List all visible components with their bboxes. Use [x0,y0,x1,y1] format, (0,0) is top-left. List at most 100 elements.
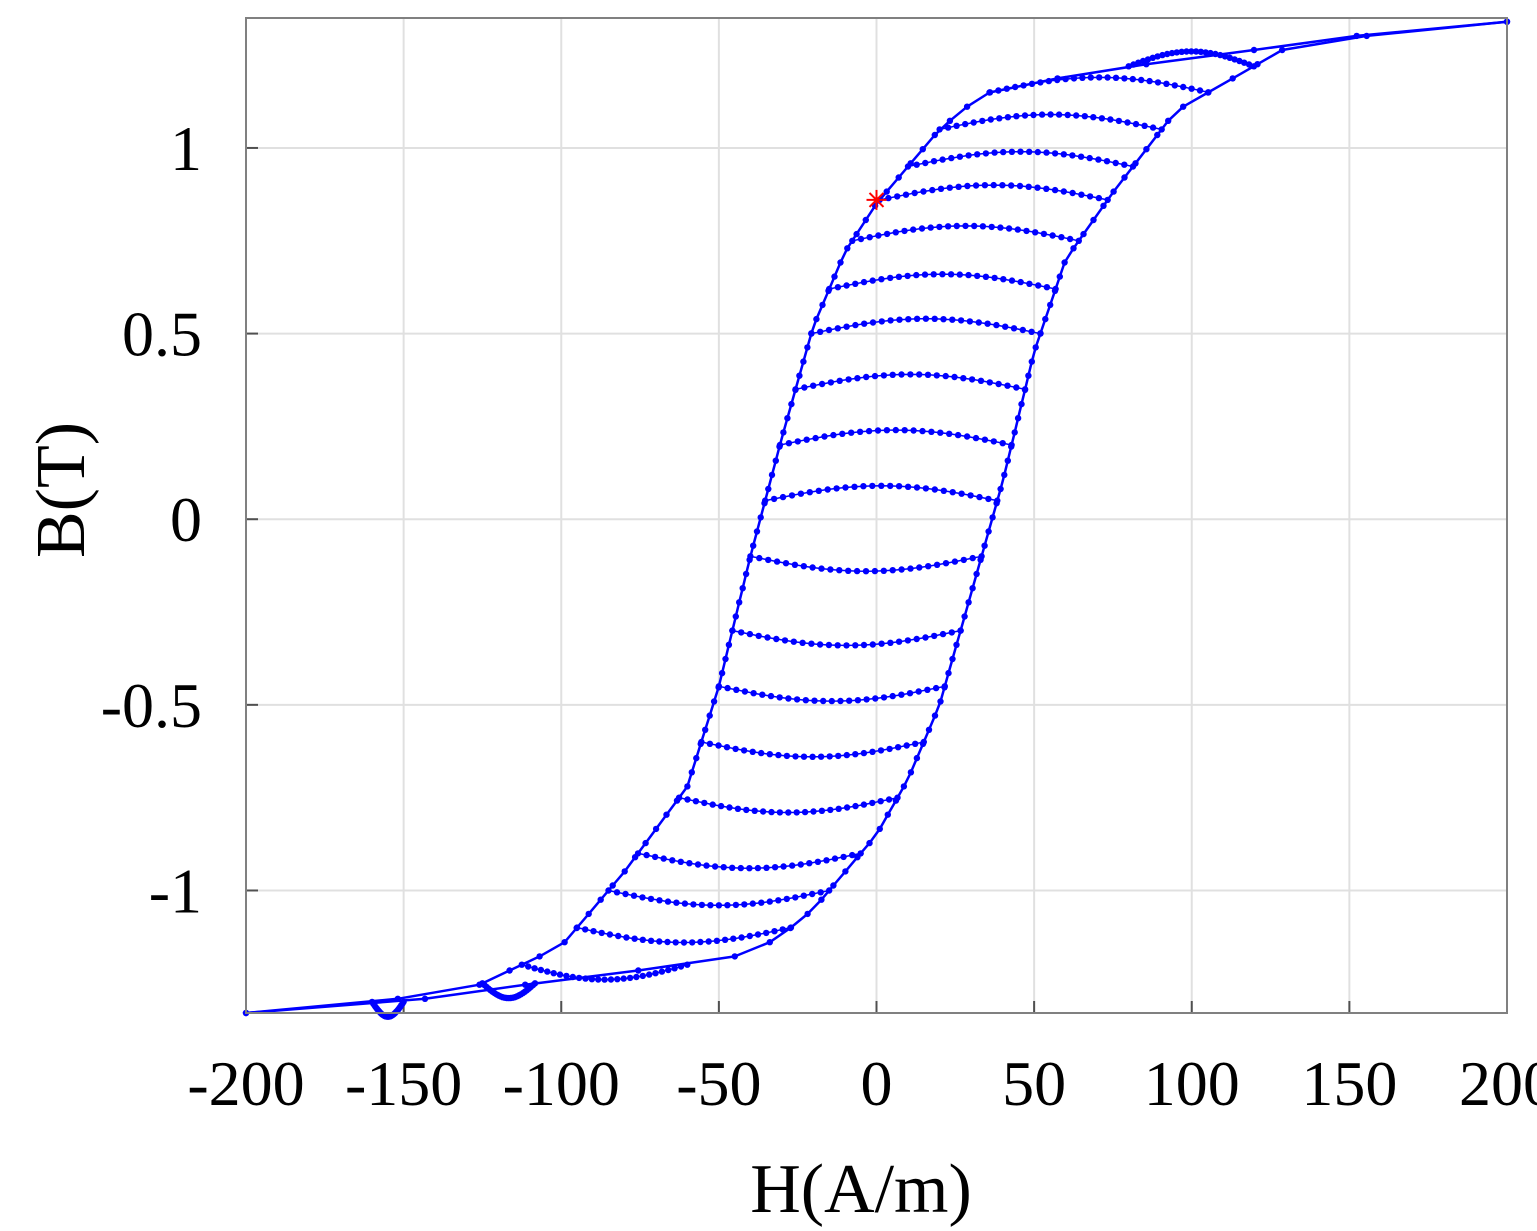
major-loop-descending-branch-point [946,117,954,125]
major-loop-descending-branch-point [768,471,776,479]
minor-loop-curve-point [1139,57,1147,65]
minor-loop-curve-point [809,890,816,898]
minor-loop-curve-point [729,627,736,634]
minor-loop-curve-point [869,319,877,326]
minor-loop-curve-point [997,224,1004,231]
minor-loop-curve-point [942,372,949,380]
minor-loop-curve-point [1245,61,1253,68]
minor-loop-curve-point [895,273,903,280]
minor-loop-curve-point [817,889,824,896]
major-loop-descending-branch-point [718,669,726,677]
minor-loop-curve-point [898,566,905,573]
minor-loop-curve-point [1087,74,1095,81]
minor-loop-curve-point [904,163,912,170]
minor-loop-curve-point [776,809,784,816]
minor-loop-curve-point [1202,49,1209,56]
minor-loop-curve-point [860,483,867,490]
minor-loop-curve-point [816,641,824,648]
minor-loop-curve-point [732,745,739,753]
major-loop-ascending-branch-point [1028,358,1036,365]
minor-loop-curve-point [898,691,905,698]
minor-loop-curve-point [715,742,722,749]
minor-loop-curve-point [894,744,902,751]
minor-loop-curve-point [763,929,770,937]
minor-loop-curve-point [808,640,815,647]
minor-loop-curve-point [883,230,891,238]
minor-loop-curve-point [906,690,914,697]
minor-loop-curve-point [783,752,791,760]
minor-loop-curve-point [953,222,960,230]
minor-loop-curve-point [912,740,919,747]
minor-loop-curve-point [880,372,888,379]
minor-loop-curve-point [931,486,938,493]
minor-loop-curve-point [1164,50,1171,58]
minor-loop-curve-point [1115,117,1123,125]
minor-loop-curve-point [1079,74,1086,82]
minor-loop-curve-point [928,428,935,435]
minor-loop-curve-point [845,567,852,574]
minor-loop-curve-point [750,690,757,697]
minor-loop-curve-point [766,898,773,905]
major-loop-ascending-branch-point [965,599,972,606]
minor-loop-curve-point [842,484,849,491]
minor-loop-curve-point [939,630,947,638]
major-loop-descending-branch-point [780,429,787,436]
minor-loop-curve-point [1188,48,1195,55]
major-loop-ascending-branch-point [1056,273,1064,280]
minor-loop-curve-point [913,271,920,279]
minor-loop-curve-point [1086,154,1093,162]
minor-loop-curve-point [1026,280,1033,287]
minor-loop-curve-point [575,974,583,982]
x-tick-label: 50 [1002,1048,1066,1119]
minor-loop-curve-point [588,976,596,983]
minor-loop-curve-point [1103,158,1111,165]
minor-loop-curve-point [563,972,570,980]
minor-loop-curve-point [605,887,612,894]
minor-loop-curve-point [573,924,581,931]
minor-loop-curve-point [525,963,532,970]
minor-loop-curve-point [835,805,842,812]
minor-loop-curve-point [677,858,684,865]
minor-loop-curve-point [848,429,855,436]
minor-loop-curve-point [652,970,659,977]
minor-loop-curve-point [843,642,850,649]
major-loop-descending-branch-point [736,599,743,606]
x-tick-label: 150 [1301,1048,1397,1119]
minor-loop-curve-point [771,928,778,935]
minor-loop-curve-point [537,966,545,974]
major-loop-descending-branch-point [819,301,826,309]
major-loop-ascending-branch-point [1165,117,1172,125]
minor-loop-curve-point [706,740,714,747]
minor-loop-curve-point [831,855,839,862]
minor-loop-curve-point [817,753,825,760]
major-loop-ascending-branch-point [985,528,992,535]
major-loop-descending-branch-point [853,230,860,238]
major-loop-descending-branch-point [883,188,890,195]
minor-loop-curve-point [802,697,809,704]
minor-loop-curve-point [885,796,893,803]
minor-loop-curve-point [781,637,789,644]
minor-loop-curve-point [951,558,959,565]
y-tick-label: 0.5 [122,299,202,370]
minor-loop-curve-point [1005,225,1013,232]
minor-loop-curve-point [930,271,937,278]
minor-loop-curve-point [860,278,868,286]
minor-loop-curve-point [1130,61,1137,68]
minor-loop-curve-point [818,807,826,814]
minor-loop-curve-point [1073,112,1080,119]
minor-loop-curve-point [878,640,885,647]
minor-loop-curve-point [1004,382,1011,389]
minor-loop-curve-point [887,482,894,490]
minor-loop-curve-point [941,683,948,690]
minor-loop-curve-point [1037,79,1044,86]
minor-loop-curve-point [799,639,806,646]
minor-loop-curve-point [852,642,859,649]
minor-loop-curve-point [724,902,731,909]
minor-loop-curve-point [920,738,927,746]
minor-loop-curve-point [1000,276,1007,283]
minor-loop-curve-point [631,935,638,942]
minor-loop-curve-point [886,745,893,753]
minor-loop-curve-point [1086,193,1094,200]
minor-loop-curve-point [913,161,920,168]
minor-loop-curve-point [723,744,731,751]
